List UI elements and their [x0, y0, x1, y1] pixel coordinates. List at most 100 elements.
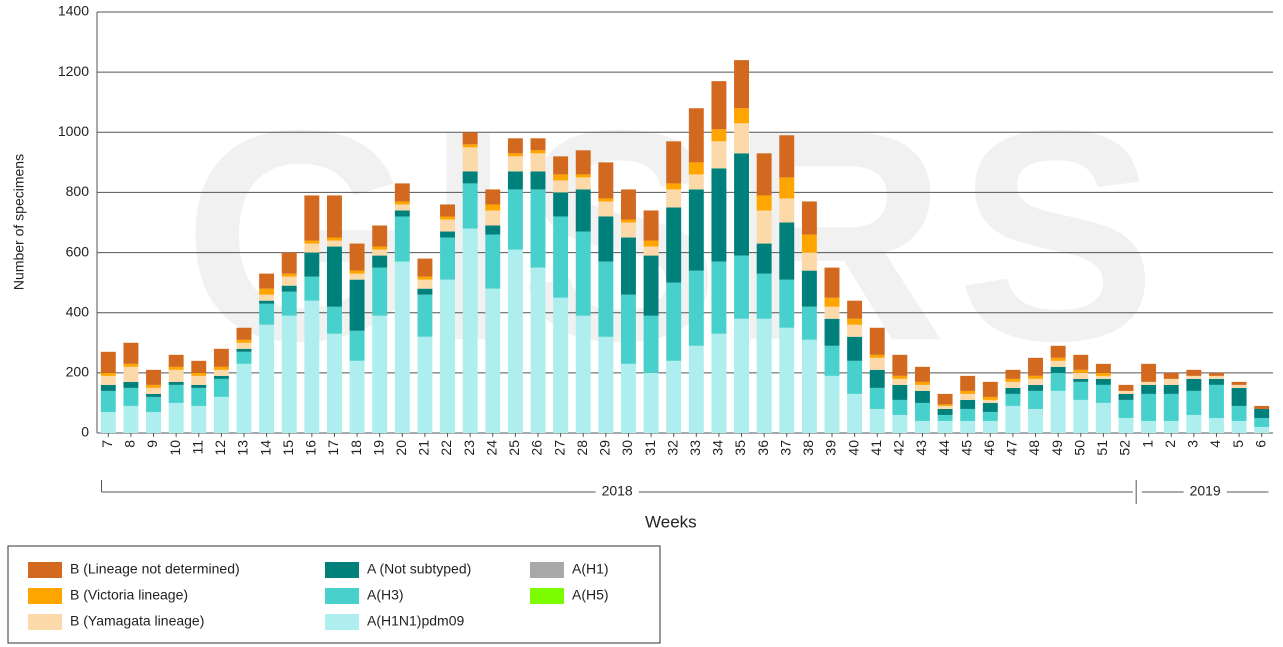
- bar-segment: [824, 306, 840, 319]
- bar-segment: [1186, 390, 1202, 415]
- bar-segment: [530, 150, 546, 154]
- bar-segment: [394, 201, 410, 205]
- bar-segment: [598, 198, 614, 202]
- bar-segment: [869, 408, 885, 433]
- bar-segment: [711, 81, 727, 130]
- x-tick-label: 14: [257, 440, 273, 456]
- bar-segment: [281, 273, 297, 277]
- bar-segment: [530, 171, 546, 190]
- bar-segment: [236, 351, 252, 364]
- bar-segment: [417, 258, 433, 277]
- x-tick-label: 13: [235, 440, 251, 456]
- bar-segment: [146, 387, 162, 394]
- x-tick-label: 4: [1207, 440, 1223, 448]
- bar-segment: [1005, 378, 1021, 382]
- bar-segment: [960, 390, 976, 394]
- group-label: 2018: [602, 483, 633, 499]
- bar-segment: [892, 378, 908, 385]
- x-tick-label: 25: [506, 440, 522, 456]
- bar-segment: [575, 177, 591, 190]
- bar-segment: [417, 276, 433, 280]
- bar-segment: [213, 369, 229, 376]
- bar-segment: [259, 303, 275, 325]
- bar-segment: [100, 372, 116, 376]
- bar-segment: [756, 153, 772, 196]
- bar-segment: [1005, 369, 1021, 379]
- bar-segment: [779, 198, 795, 223]
- y-tick-label: 1400: [58, 3, 89, 19]
- bar-segment: [485, 204, 501, 211]
- bar-segment: [236, 327, 252, 340]
- bar-segment: [688, 174, 704, 190]
- bar-segment: [847, 393, 863, 433]
- bar-segment: [372, 246, 388, 250]
- legend-swatch: [325, 562, 359, 578]
- bar-segment: [281, 276, 297, 286]
- bar-segment: [711, 129, 727, 142]
- bar-segment: [847, 336, 863, 361]
- x-tick-label: 10: [167, 440, 183, 456]
- bar-segment: [168, 402, 184, 433]
- bar-segment: [304, 195, 320, 241]
- bar-segment: [553, 156, 569, 175]
- bar-segment: [1163, 378, 1179, 385]
- group-label: 2019: [1190, 483, 1221, 499]
- bar-segment: [960, 399, 976, 409]
- bar-segment: [417, 279, 433, 289]
- bar-segment: [553, 174, 569, 181]
- bar-segment: [462, 171, 478, 184]
- bar-segment: [123, 366, 139, 382]
- bar-segment: [756, 195, 772, 211]
- x-tick-label: 5: [1230, 440, 1246, 448]
- bar-segment: [982, 411, 998, 421]
- x-tick-label: 2: [1162, 440, 1178, 448]
- bar-segment: [281, 252, 297, 274]
- bar-segment: [982, 396, 998, 400]
- bar-segment: [575, 315, 591, 433]
- bar-segment: [1028, 357, 1044, 376]
- bar-segment: [1208, 378, 1224, 385]
- bar-segment: [100, 384, 116, 391]
- bar-segment: [982, 399, 998, 403]
- y-tick-label: 600: [66, 243, 90, 259]
- bar-segment: [1208, 375, 1224, 379]
- bar-segment: [734, 123, 750, 154]
- bar-segment: [213, 396, 229, 433]
- bar-segment: [281, 285, 297, 292]
- bar-segment: [259, 288, 275, 295]
- bar-segment: [349, 243, 365, 271]
- bar-segment: [326, 333, 342, 433]
- bar-segment: [801, 201, 817, 235]
- bar-segment: [892, 384, 908, 400]
- bar-segment: [734, 153, 750, 256]
- bar-segment: [123, 342, 139, 364]
- x-tick-label: 44: [936, 440, 952, 456]
- bar-segment: [1073, 381, 1089, 400]
- bar-segment: [779, 135, 795, 178]
- bar-segment: [1231, 387, 1247, 406]
- legend-label: A(H1): [572, 561, 609, 577]
- bar-segment: [801, 270, 817, 307]
- bar-segment: [553, 297, 569, 433]
- bar-segment: [892, 375, 908, 379]
- bar-segment: [688, 108, 704, 163]
- bar-segment: [1163, 420, 1179, 433]
- x-tick-label: 15: [280, 440, 296, 456]
- bar-segment: [326, 246, 342, 307]
- bar-segment: [168, 381, 184, 385]
- bar-segment: [598, 216, 614, 262]
- bar-segment: [734, 60, 750, 109]
- bar-segment: [326, 195, 342, 238]
- bar-segment: [394, 210, 410, 217]
- x-tick-label: 28: [574, 440, 590, 456]
- bar-segment: [191, 384, 207, 388]
- bar-segment: [1028, 384, 1044, 391]
- bar-segment: [304, 300, 320, 433]
- bar-segment: [1208, 372, 1224, 376]
- bar-segment: [666, 189, 682, 208]
- bar-segment: [100, 411, 116, 433]
- bar-segment: [869, 327, 885, 355]
- bar-segment: [1231, 381, 1247, 385]
- bar-segment: [937, 405, 953, 409]
- bar-segment: [620, 222, 636, 238]
